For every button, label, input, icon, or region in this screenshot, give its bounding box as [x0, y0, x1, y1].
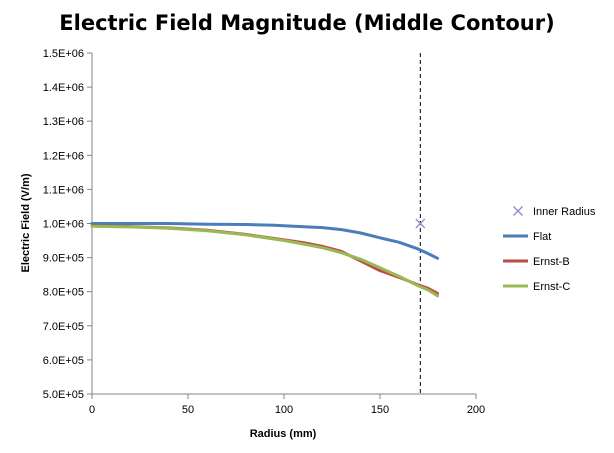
y-tick-label: 7.0E+05 [43, 321, 84, 333]
x-axis-label: Radius (mm) [250, 428, 317, 440]
legend: Inner Radius Flat Ernst-B Ernst-C [503, 206, 596, 293]
x-tick-label: 50 [182, 404, 194, 416]
chart-title: Electric Field Magnitude (Middle Contour… [59, 11, 554, 35]
y-tick-label: 1.5E+06 [43, 48, 84, 60]
y-tick-label: 6.0E+05 [43, 355, 84, 367]
legend-label-ernst-c: Ernst-C [533, 281, 570, 293]
y-tick-label: 1.2E+06 [43, 150, 84, 162]
y-tick-label: 1.4E+06 [43, 82, 84, 94]
legend-item-inner-radius: Inner Radius [513, 206, 596, 218]
legend-label-inner-radius: Inner Radius [533, 206, 596, 218]
series-line-ernst-c [90, 224, 440, 298]
y-tick-label: 5.0E+05 [43, 389, 84, 401]
x-tick-label: 150 [371, 404, 389, 416]
marker-stroke [415, 218, 426, 229]
legend-item-ernst-b: Ernst-B [503, 256, 570, 268]
plot-area: 5.0E+05 6.0E+05 7.0E+05 8.0E+05 9.0E+05 1.0E+… [43, 48, 485, 416]
y-tick-label: 1.0E+06 [43, 219, 84, 231]
y-tick-label: 1.3E+06 [43, 116, 84, 128]
legend-item-ernst-c: Ernst-C [503, 281, 570, 293]
y-tick-label: 9.0E+05 [43, 253, 84, 265]
legend-item-flat: Flat [503, 231, 551, 243]
x-tick-label: 200 [467, 404, 485, 416]
legend-label-ernst-b: Ernst-B [533, 256, 570, 268]
x-tick-label: 0 [89, 404, 95, 416]
series-marker-inner-radius [415, 218, 426, 229]
x-tick-label: 100 [275, 404, 293, 416]
series-line-flat [90, 222, 440, 260]
series-line-ernst-b [90, 224, 440, 295]
y-tick-label: 8.0E+05 [43, 287, 84, 299]
legend-label-flat: Flat [533, 231, 551, 243]
y-tick-label: 1.1E+06 [43, 184, 84, 196]
y-axis-label: Electric Field (V/m) [20, 173, 32, 272]
legend-key-inner-radius [513, 206, 523, 216]
